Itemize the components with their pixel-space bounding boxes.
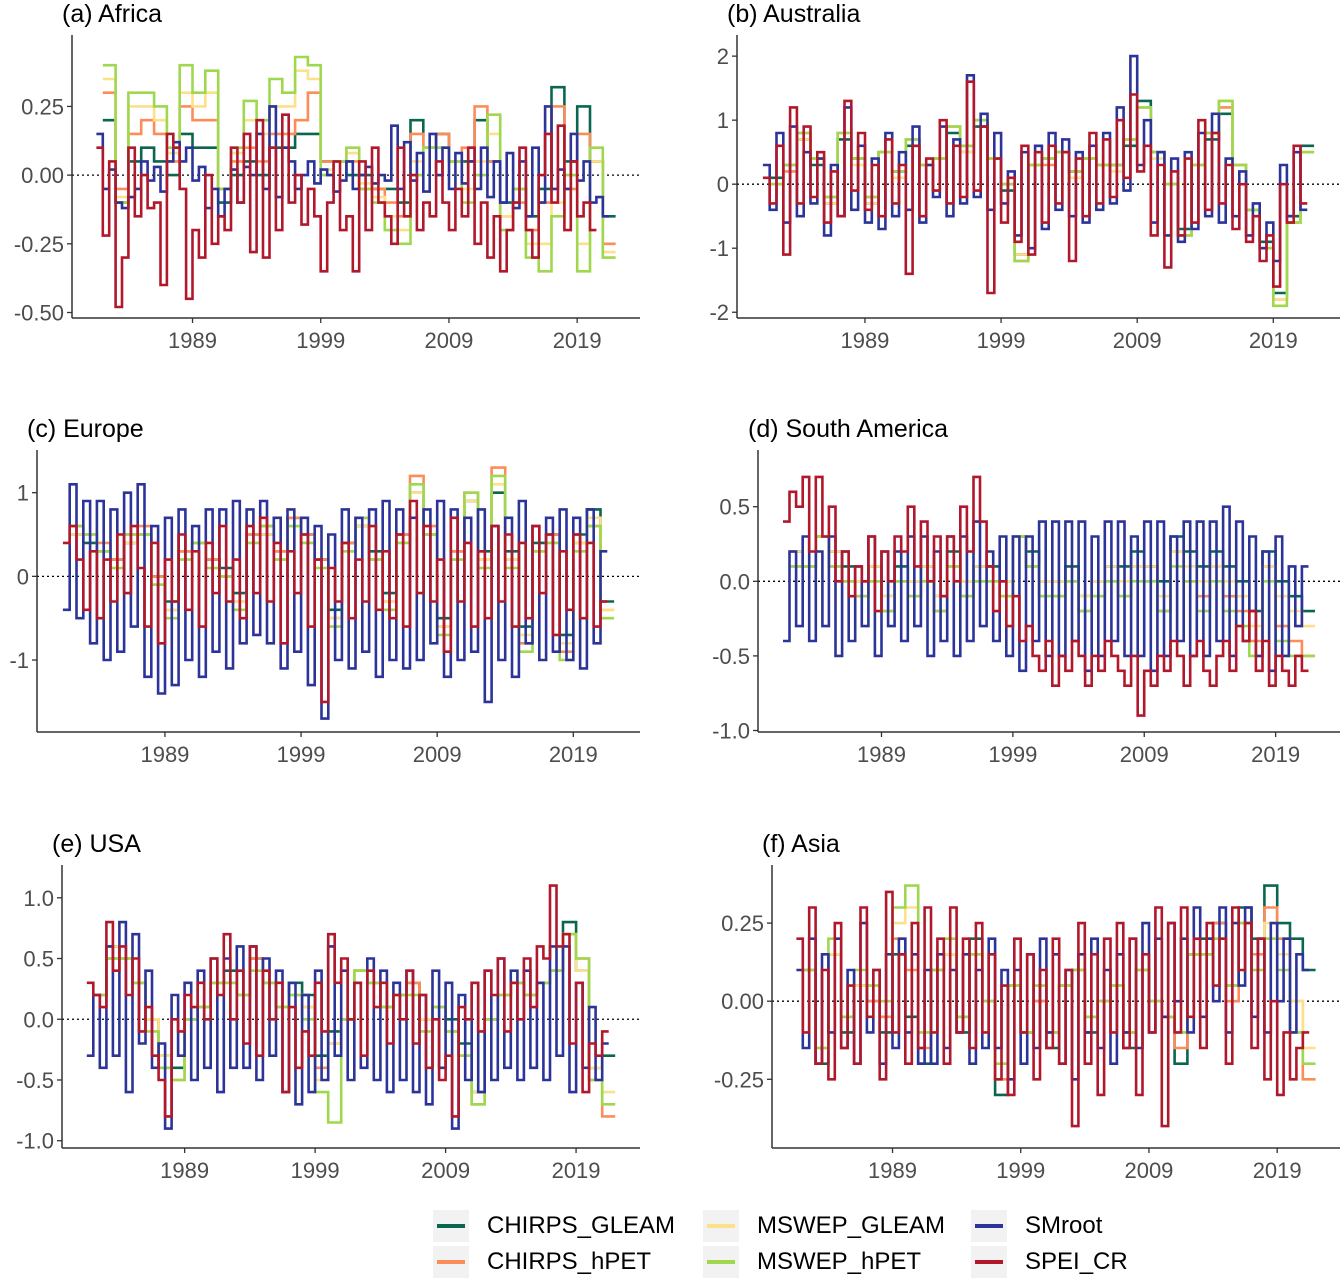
legend-color-swatch <box>707 1224 735 1228</box>
series-line-smroot <box>96 105 610 218</box>
legend-label: CHIRPS_GLEAM <box>487 1212 676 1239</box>
y-tick-label: 0.25 <box>721 911 764 936</box>
y-tick-label: 0.00 <box>721 989 764 1014</box>
x-tick-label: 2009 <box>421 1158 470 1183</box>
series-line-spei-cr <box>783 475 1309 717</box>
x-tick-label: 1989 <box>160 1158 209 1183</box>
x-tick-label: 2019 <box>552 1158 601 1183</box>
x-tick-label: 2009 <box>1113 328 1162 353</box>
panel-title: (d) South America <box>748 415 948 443</box>
y-tick-label: -1 <box>9 648 29 673</box>
x-tick-label: 1999 <box>291 1158 340 1183</box>
y-tick-label: 1 <box>717 108 729 133</box>
legend-item-mswep-gleam: MSWEP_GLEAM <box>703 1210 971 1242</box>
y-tick-label: -1 <box>709 236 729 261</box>
legend-item-chirps-gleam: CHIRPS_GLEAM <box>433 1210 703 1242</box>
series-line-spei-cr <box>762 80 1308 295</box>
legend-key <box>971 1246 1007 1278</box>
x-tick-label: 1999 <box>296 328 345 353</box>
x-tick-label: 2009 <box>413 742 462 767</box>
series-line-spei-cr <box>86 884 609 1118</box>
x-tick-label: 2009 <box>1120 742 1169 767</box>
y-tick-label: 0.0 <box>23 1007 54 1032</box>
panel-title: (a) Africa <box>62 0 162 28</box>
panel-title: (f) Asia <box>762 830 840 858</box>
x-tick-label: 2019 <box>1251 742 1300 767</box>
panel-5: (e) USA 1.0 0.5 0.0 -0.5 -1.0 1989 1999 2009 2019 <box>16 830 640 1183</box>
legend-key <box>703 1246 739 1278</box>
y-tick-label: -0.25 <box>14 232 64 257</box>
panel-3: (c) Europe 1 0 -1 1989 1999 2009 2019 <box>9 415 640 767</box>
x-tick-label: 1999 <box>988 742 1037 767</box>
series-line-spei-cr <box>62 499 608 704</box>
x-tick-label: 2019 <box>1253 1158 1302 1183</box>
legend-key <box>433 1210 469 1242</box>
panel-2: (b) Australia 2 1 0 -1 -2 1989 1999 2009 2019 <box>709 0 1340 353</box>
legend-item-chirps-hpet: CHIRPS_hPET <box>433 1246 703 1278</box>
y-tick-label: -2 <box>709 300 729 325</box>
legend-key <box>433 1246 469 1278</box>
x-tick-label: 1999 <box>996 1158 1045 1183</box>
panel-6: (f) Asia 0.25 0.00 -0.25 1989 1999 2009 2019 <box>714 830 1340 1183</box>
panel-1: (a) Africa 0.25 0.00 -0.25 -0.50 1989 1999 2009… <box>14 0 640 353</box>
legend: CHIRPS_GLEAM MSWEP_GLEAM SMroot CHIRPS_h… <box>433 1210 1161 1278</box>
x-tick-label: 1989 <box>168 328 217 353</box>
y-tick-label: 0.00 <box>21 163 64 188</box>
y-tick-label: -0.25 <box>714 1067 764 1092</box>
x-tick-label: 1989 <box>857 742 906 767</box>
y-tick-label: -0.5 <box>16 1068 54 1093</box>
legend-label: MSWEP_hPET <box>757 1248 922 1275</box>
y-tick-label: 0.5 <box>23 947 54 972</box>
series-line-spei-cr <box>96 113 597 309</box>
legend-item-smroot: SMroot <box>971 1210 1161 1242</box>
x-tick-label: 2019 <box>1249 328 1298 353</box>
legend-key <box>703 1210 739 1242</box>
x-tick-label: 1999 <box>977 328 1026 353</box>
x-tick-label: 1989 <box>840 328 889 353</box>
panel-title: (c) Europe <box>27 415 144 443</box>
y-tick-label: 1 <box>17 481 29 506</box>
x-tick-label: 2009 <box>1124 1158 1173 1183</box>
y-tick-label: -0.5 <box>712 644 750 669</box>
y-tick-label: -1.0 <box>712 719 750 744</box>
y-tick-label: 0.25 <box>21 94 64 119</box>
y-tick-label: 0 <box>17 564 29 589</box>
panel-title: (b) Australia <box>727 0 860 28</box>
legend-item-mswep-hpet: MSWEP_hPET <box>703 1246 971 1278</box>
x-tick-label: 2019 <box>553 328 602 353</box>
x-tick-label: 1989 <box>868 1158 917 1183</box>
y-tick-label: 0.0 <box>719 569 750 594</box>
panel-4: (d) South America 0.5 0.0 -0.5 -1.0 1989 1999 2… <box>712 415 1340 767</box>
series-line-spei-cr <box>796 890 1310 1128</box>
legend-color-swatch <box>707 1260 735 1264</box>
x-tick-label: 1999 <box>277 742 326 767</box>
panel-title: (e) USA <box>52 830 141 858</box>
legend-color-swatch <box>975 1224 1003 1228</box>
legend-color-swatch <box>437 1224 465 1228</box>
legend-label: CHIRPS_hPET <box>487 1248 652 1275</box>
legend-label: MSWEP_GLEAM <box>757 1212 946 1239</box>
legend-color-swatch <box>437 1260 465 1264</box>
x-tick-label: 2019 <box>549 742 598 767</box>
y-tick-label: -0.50 <box>14 301 64 326</box>
y-tick-label: 2 <box>717 44 729 69</box>
x-tick-label: 1989 <box>140 742 189 767</box>
x-tick-label: 2009 <box>424 328 473 353</box>
legend-label: SMroot <box>1025 1212 1103 1239</box>
y-tick-label: 0.5 <box>719 495 750 520</box>
y-tick-label: -1.0 <box>16 1129 54 1154</box>
y-tick-label: 0 <box>717 172 729 197</box>
legend-color-swatch <box>975 1260 1003 1264</box>
series-line-smroot <box>86 920 609 1130</box>
legend-label: SPEI_CR <box>1025 1248 1128 1275</box>
legend-item-spei-cr: SPEI_CR <box>971 1246 1161 1278</box>
y-tick-label: 1.0 <box>23 886 54 911</box>
legend-key <box>971 1210 1007 1242</box>
